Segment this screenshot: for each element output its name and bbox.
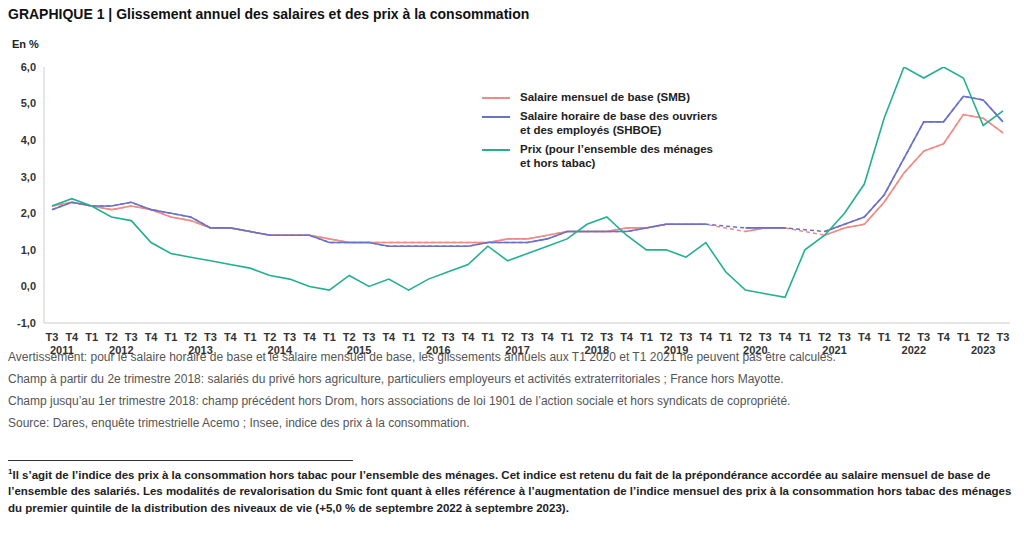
html-text:En %: En % [12,38,39,50]
html-text:Salaire mensuel de base (SMB): Salaire mensuel de base (SMB) [520,91,690,103]
svg-text:T3: T3 [521,331,534,343]
svg-text:T3: T3 [363,331,376,343]
svg-text:T3: T3 [997,331,1010,343]
svg-text:T1: T1 [402,331,415,343]
svg-text:T2: T2 [343,331,356,343]
svg-text:T2: T2 [501,331,514,343]
svg-text:T2: T2 [264,331,277,343]
svg-text:T4: T4 [858,331,872,343]
svg-text:T2: T2 [660,331,673,343]
svg-text:T4: T4 [462,331,476,343]
svg-text:T1: T1 [719,331,732,343]
svg-text:T1: T1 [878,331,891,343]
html-text:1Il s’agit de l’indice des pri: 1Il s’agit de l’indice des prix à la con… [8,467,1012,514]
html-text:Champ jusqu’au 1er trimestre 2: Champ jusqu’au 1er trimestre 2018: champ… [8,394,791,408]
svg-text:T4: T4 [303,331,317,343]
svg-text:T1: T1 [244,331,257,343]
svg-text:T1: T1 [323,331,336,343]
svg-text:T3: T3 [46,331,59,343]
html-text:Source: Dares, enquête trimest: Source: Dares, enquête trimestrielle Ace… [8,416,470,430]
svg-text:T4: T4 [382,331,396,343]
svg-text:2,0: 2,0 [21,207,36,219]
svg-text:T2: T2 [739,331,752,343]
html-text:Prix (pour l’ensemble des ména: Prix (pour l’ensemble des ménages et hor… [520,143,713,169]
svg-text:T2: T2 [581,331,594,343]
svg-text:T3: T3 [204,331,217,343]
svg-text:T2: T2 [818,331,831,343]
svg-text:T1: T1 [481,331,494,343]
svg-text:T4: T4 [541,331,555,343]
svg-text:T3: T3 [917,331,930,343]
svg-text:5,0: 5,0 [21,97,36,109]
svg-text:T4: T4 [224,331,238,343]
svg-text:3,0: 3,0 [21,171,36,183]
svg-text:T3: T3 [283,331,296,343]
svg-text:T4: T4 [779,331,793,343]
svg-text:2022: 2022 [902,344,926,356]
svg-text:T1: T1 [561,331,574,343]
svg-text:T3: T3 [680,331,693,343]
svg-text:T1: T1 [640,331,653,343]
svg-text:T4: T4 [65,331,79,343]
svg-text:6,0: 6,0 [21,61,36,73]
html-text:Champ à partir du 2e trimestre: Champ à partir du 2e trimestre 2018: sal… [8,372,784,386]
svg-text:T3: T3 [838,331,851,343]
svg-text:T2: T2 [898,331,911,343]
svg-text:T2: T2 [105,331,118,343]
svg-text:T1: T1 [957,331,970,343]
svg-text:T4: T4 [937,331,951,343]
svg-text:T3: T3 [125,331,138,343]
svg-text:T2: T2 [422,331,435,343]
svg-text:4,0: 4,0 [21,134,36,146]
svg-text:T4: T4 [145,331,159,343]
svg-text:-1,0: -1,0 [17,317,36,329]
svg-text:T3: T3 [442,331,455,343]
svg-text:T4: T4 [620,331,634,343]
html-text:Avertissement: pour le salaire: Avertissement: pour le salaire horaire d… [8,350,836,364]
svg-text:T2: T2 [977,331,990,343]
svg-text:0,0: 0,0 [21,280,36,292]
svg-text:T1: T1 [798,331,811,343]
svg-text:T2: T2 [184,331,197,343]
html-text:GRAPHIQUE 1 | Glissement annue: GRAPHIQUE 1 | Glissement annuel des sala… [8,6,530,22]
svg-text:T3: T3 [759,331,772,343]
svg-text:2023: 2023 [971,344,995,356]
svg-text:T1: T1 [85,331,98,343]
svg-text:T1: T1 [164,331,177,343]
svg-text:T4: T4 [699,331,713,343]
svg-text:T3: T3 [600,331,613,343]
html-text:Salaire horaire de base des ou: Salaire horaire de base des ouvriers et … [520,110,718,136]
svg-text:1,0: 1,0 [21,244,36,256]
